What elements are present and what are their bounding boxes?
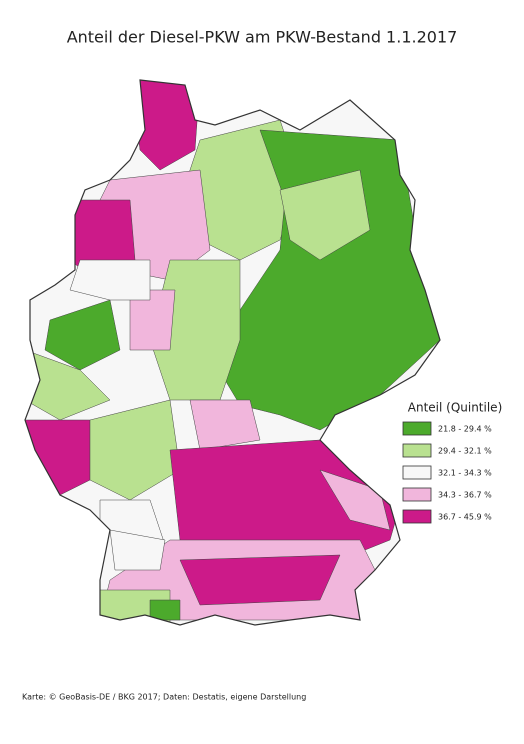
district-region bbox=[25, 419, 91, 496]
district-region bbox=[129, 289, 176, 351]
legend-label: 32.1 - 34.3 % bbox=[438, 469, 492, 478]
legend-swatch bbox=[402, 443, 432, 458]
district-region bbox=[25, 349, 111, 421]
district-region bbox=[319, 469, 391, 531]
legend-label: 34.3 - 36.7 % bbox=[438, 491, 492, 500]
legend-label: 29.4 - 32.1 % bbox=[438, 447, 492, 456]
district-region bbox=[69, 259, 151, 301]
legend-swatch bbox=[402, 487, 432, 502]
district-region bbox=[189, 399, 261, 451]
district-region bbox=[44, 299, 121, 371]
source-note: Karte: © GeoBasis-DE / BKG 2017; Daten: … bbox=[22, 693, 306, 702]
district-region bbox=[89, 399, 181, 501]
legend: 21.8 - 29.4 % 29.4 - 32.1 % 32.1 - 34.3 % 3… bbox=[402, 421, 492, 524]
legend-swatch bbox=[402, 465, 432, 480]
legend-label: 36.7 - 45.9 % bbox=[438, 513, 492, 522]
map-title: Anteil der Diesel-PKW am PKW-Bestand 1.1… bbox=[67, 28, 458, 47]
legend-label: 21.8 - 29.4 % bbox=[438, 425, 492, 434]
legend-title: Anteil (Quintile) bbox=[408, 401, 503, 415]
legend-swatch bbox=[402, 421, 432, 436]
district-region bbox=[279, 169, 371, 261]
legend-swatch bbox=[402, 509, 432, 524]
district-region bbox=[179, 554, 341, 606]
district-region bbox=[149, 599, 181, 621]
district-region bbox=[109, 529, 166, 571]
